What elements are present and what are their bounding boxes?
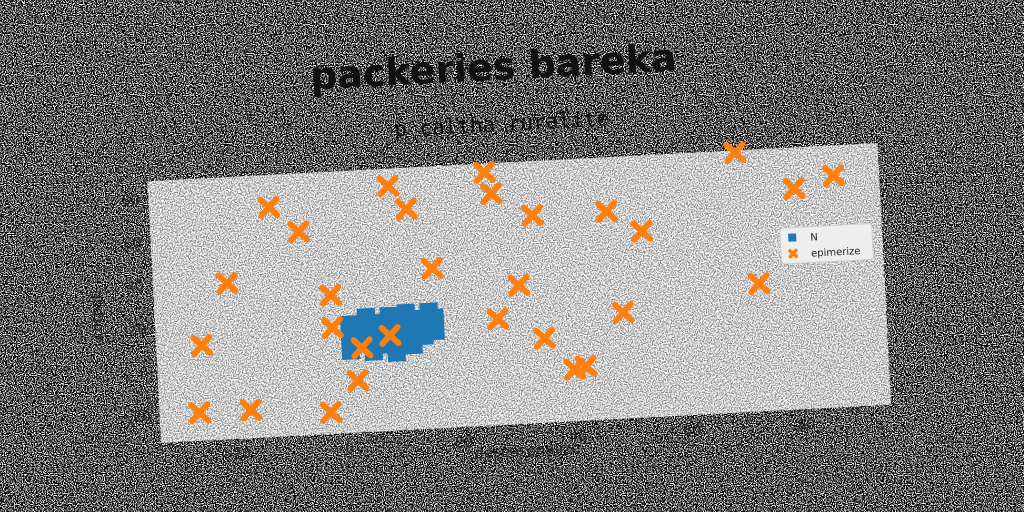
point-epimerize bbox=[472, 160, 496, 184]
point-epimerize bbox=[479, 182, 503, 206]
point-epimerize bbox=[376, 174, 400, 198]
point-epimerize bbox=[611, 301, 635, 324]
point-epimerize bbox=[782, 177, 806, 200]
point-epimerize bbox=[595, 200, 618, 223]
point-epimerize bbox=[420, 256, 444, 280]
y-tick-label: −20 bbox=[121, 408, 151, 426]
legend-box bbox=[779, 223, 874, 265]
point-epimerize bbox=[287, 220, 311, 244]
x-tick-label: 20 bbox=[455, 435, 474, 452]
point-epimerize bbox=[574, 355, 598, 378]
y-tick-label: 80 bbox=[121, 192, 140, 209]
point-epimerize bbox=[520, 203, 544, 227]
point-epimerize bbox=[394, 197, 418, 221]
legend: N epimerize bbox=[779, 223, 874, 265]
point-epimerize bbox=[257, 196, 281, 219]
x-tick-label: 40 bbox=[569, 429, 588, 446]
point-epimerize bbox=[320, 316, 344, 340]
point-epimerize bbox=[747, 272, 771, 296]
point-epimerize bbox=[319, 283, 343, 307]
x-tick-label: 0 bbox=[345, 441, 355, 457]
point-epimerize bbox=[378, 324, 402, 347]
point-n bbox=[387, 343, 407, 362]
point-epimerize bbox=[533, 326, 556, 350]
legend-marker-n bbox=[788, 233, 797, 242]
point-n bbox=[425, 308, 445, 328]
series-epimerize bbox=[188, 141, 845, 425]
point-epimerize bbox=[507, 273, 531, 297]
point-epimerize bbox=[319, 400, 343, 424]
x-tick-label: 80 bbox=[797, 417, 816, 434]
y-axis-label: corpse bbox=[86, 290, 107, 341]
legend-label-epimerize: epimerize bbox=[811, 246, 861, 260]
chart-axes: −20 0 20 40 60 80 −20 0 20 40 60 80 deseasonalize c… bbox=[86, 141, 892, 464]
point-epimerize bbox=[239, 398, 263, 422]
legend-label-n: N bbox=[810, 232, 818, 243]
x-tick-label: 60 bbox=[683, 423, 702, 440]
y-tick-label: 0 bbox=[139, 365, 149, 381]
point-epimerize bbox=[821, 164, 845, 188]
x-tick-label: −20 bbox=[221, 446, 251, 464]
point-epimerize bbox=[190, 333, 214, 357]
point-epimerize bbox=[630, 219, 654, 243]
plot-noise bbox=[147, 143, 892, 443]
y-tick-label: 20 bbox=[128, 322, 147, 339]
legend-marker-epimerize bbox=[787, 248, 799, 259]
x-axis-label: deseasonalize bbox=[474, 439, 581, 463]
point-epimerize bbox=[215, 271, 239, 295]
axis-ticks: −20 0 20 40 60 80 −20 0 20 40 60 80 bbox=[121, 192, 816, 464]
point-epimerize bbox=[723, 141, 747, 165]
point-epimerize bbox=[486, 307, 510, 331]
point-epimerize bbox=[346, 369, 370, 392]
point-epimerize bbox=[188, 401, 211, 425]
y-tick-label: 60 bbox=[123, 235, 142, 252]
point-epimerize bbox=[350, 336, 374, 360]
y-tick-label: 40 bbox=[126, 279, 145, 296]
